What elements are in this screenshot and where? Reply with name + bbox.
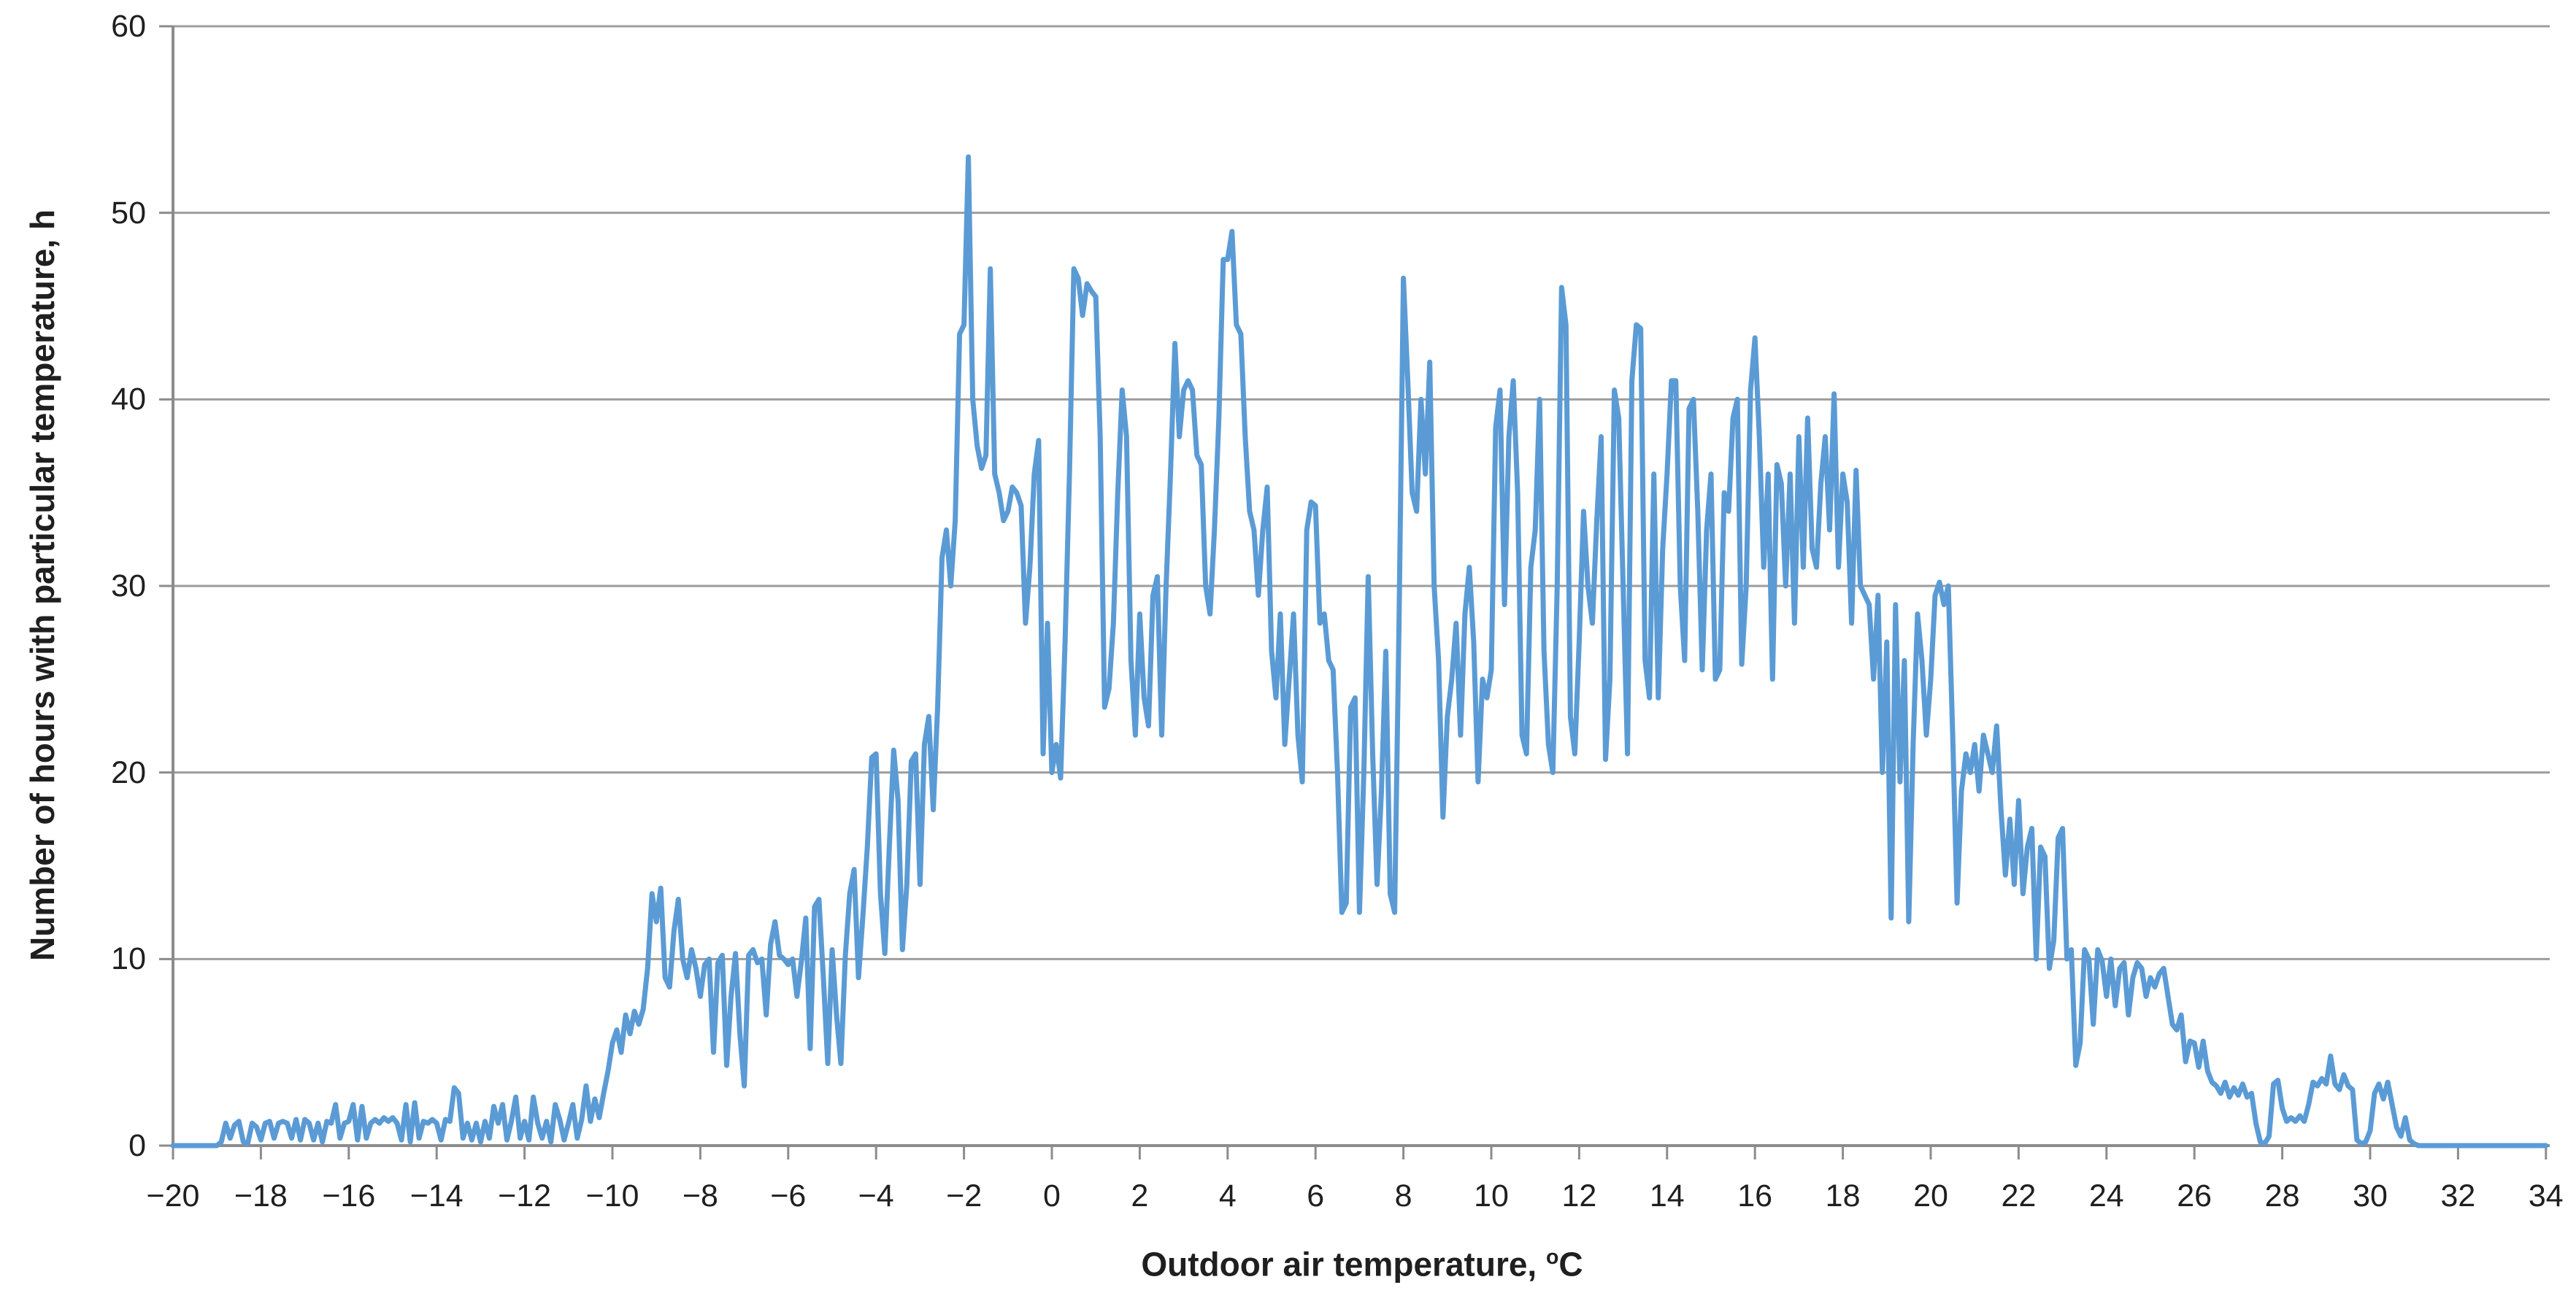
x-axis-title: Outdoor air temperature, oC xyxy=(851,1236,1873,1285)
series-polyline xyxy=(170,154,2549,1149)
x-tick-label-4: 4 xyxy=(1218,1178,1237,1213)
x-tick-label-26: 26 xyxy=(2177,1178,2212,1213)
x-tick-label-−8: −8 xyxy=(682,1178,718,1213)
y-tick-label-10: 10 xyxy=(111,941,146,977)
x-tick-label-24: 24 xyxy=(2088,1178,2124,1213)
x-tick-label-20: 20 xyxy=(1913,1178,1948,1213)
x-tick-label-6: 6 xyxy=(1307,1178,1325,1213)
x-tick-label-−16: −16 xyxy=(322,1178,376,1213)
x-tick-label-−2: −2 xyxy=(946,1178,983,1213)
y-tick-label-60: 60 xyxy=(111,9,146,44)
x-tick-label-34: 34 xyxy=(2528,1178,2564,1213)
x-tick-label-−14: −14 xyxy=(410,1178,464,1213)
x-tick-label-8: 8 xyxy=(1394,1178,1412,1213)
data-series-line xyxy=(170,154,2549,1149)
y-tick-label-50: 50 xyxy=(111,195,146,231)
x-tick-label-−18: −18 xyxy=(234,1178,288,1213)
x-tick-label-2: 2 xyxy=(1131,1178,1149,1213)
axis-tick-marks xyxy=(159,25,2548,1159)
x-tick-label-12: 12 xyxy=(1561,1178,1597,1213)
y-tick-label-20: 20 xyxy=(111,754,146,790)
x-tick-label-14: 14 xyxy=(1649,1178,1685,1213)
x-axis-title-unit: C xyxy=(1558,1245,1583,1284)
y-tick-label-0: 0 xyxy=(128,1128,146,1163)
x-tick-label-10: 10 xyxy=(1474,1178,1509,1213)
y-axis-title: Number of hours with particular temperat… xyxy=(23,209,61,962)
y-tick-label-30: 30 xyxy=(111,568,146,603)
x-tick-label-30: 30 xyxy=(2353,1178,2388,1213)
x-tick-label-0: 0 xyxy=(1043,1178,1061,1213)
x-tick-label-−12: −12 xyxy=(498,1178,552,1213)
x-axis-title-superscript: o xyxy=(1546,1246,1559,1269)
gridlines xyxy=(173,25,2550,960)
x-tick-label-18: 18 xyxy=(1825,1178,1861,1213)
y-tick-label-40: 40 xyxy=(111,382,146,417)
x-tick-label-22: 22 xyxy=(2001,1178,2037,1213)
x-tick-label-16: 16 xyxy=(1737,1178,1773,1213)
x-tick-label-28: 28 xyxy=(2264,1178,2300,1213)
x-tick-label-−20: −20 xyxy=(146,1178,200,1213)
x-tick-label-−10: −10 xyxy=(585,1178,639,1213)
x-tick-label-−6: −6 xyxy=(770,1178,807,1213)
x-axis-title-text: Outdoor air temperature, xyxy=(1141,1245,1537,1284)
x-tick-label-32: 32 xyxy=(2440,1178,2476,1213)
x-tick-label-−4: −4 xyxy=(858,1178,894,1213)
